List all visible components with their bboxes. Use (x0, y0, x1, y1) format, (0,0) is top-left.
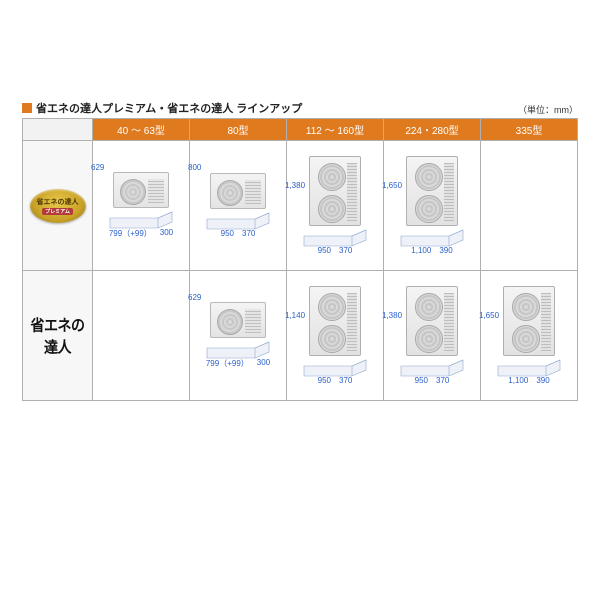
ac-unit-single (113, 172, 169, 208)
platform (395, 228, 469, 248)
row-label-premium: 省エネの達人 プレミアム (23, 141, 93, 271)
dim-height: 629 (188, 293, 201, 302)
header-col-2: 112 ～ 160型 (287, 119, 384, 141)
cell-premium-2: 1,380 950 370 (287, 141, 384, 271)
cell-standard-0 (93, 271, 190, 401)
cell-premium-4 (481, 141, 578, 271)
platform (104, 210, 178, 230)
dim-height: 1,650 (382, 181, 402, 190)
ac-unit-single (210, 302, 266, 338)
standard-logo: 省エネの達人 (25, 314, 90, 358)
title-bullet (22, 103, 32, 113)
ac-unit-double (503, 286, 555, 356)
dim-height: 1,650 (479, 311, 499, 320)
ac-unit-single (210, 173, 266, 209)
dim-height: 800 (188, 163, 201, 172)
ac-unit-double (406, 156, 458, 226)
title-text: 省エネの達人プレミアム・省エネの達人 ラインアップ (36, 100, 302, 116)
cell-premium-1: 800 950 370 (190, 141, 287, 271)
platform (492, 358, 566, 378)
header-col-4: 335型 (481, 119, 578, 141)
header-col-3: 224・280型 (384, 119, 481, 141)
dim-height: 629 (91, 163, 104, 172)
ac-unit-double (406, 286, 458, 356)
row-label-standard: 省エネの達人 (23, 271, 93, 401)
platform (201, 340, 275, 360)
dim-height: 1,380 (382, 311, 402, 320)
platform (201, 211, 275, 231)
cell-standard-1: 629 799（+99） 300 (190, 271, 287, 401)
lineup-table: 40 ～ 63型 80型 112 ～ 160型 224・280型 335型 省エ… (22, 118, 578, 401)
platform (298, 358, 372, 378)
header-col-1: 80型 (190, 119, 287, 141)
platform (298, 228, 372, 248)
cell-standard-3: 1,380 950 370 (384, 271, 481, 401)
cell-premium-0: 629 799（+99） 300 (93, 141, 190, 271)
title-row: 省エネの達人プレミアム・省エネの達人 ラインアップ （単位：mm） (22, 100, 578, 116)
premium-badge: 省エネの達人 プレミアム (30, 189, 86, 223)
platform (395, 358, 469, 378)
cell-standard-2: 1,140 950 370 (287, 271, 384, 401)
header-col-0: 40 ～ 63型 (93, 119, 190, 141)
cell-premium-3: 1,650 1,100 390 (384, 141, 481, 271)
title: 省エネの達人プレミアム・省エネの達人 ラインアップ (22, 100, 302, 116)
ac-unit-double (309, 156, 361, 226)
ac-unit-double (309, 286, 361, 356)
unit-note: （単位：mm） (518, 103, 578, 116)
header-blank (23, 119, 93, 141)
cell-standard-4: 1,650 1,100 390 (481, 271, 578, 401)
dim-height: 1,140 (285, 311, 305, 320)
dim-height: 1,380 (285, 181, 305, 190)
